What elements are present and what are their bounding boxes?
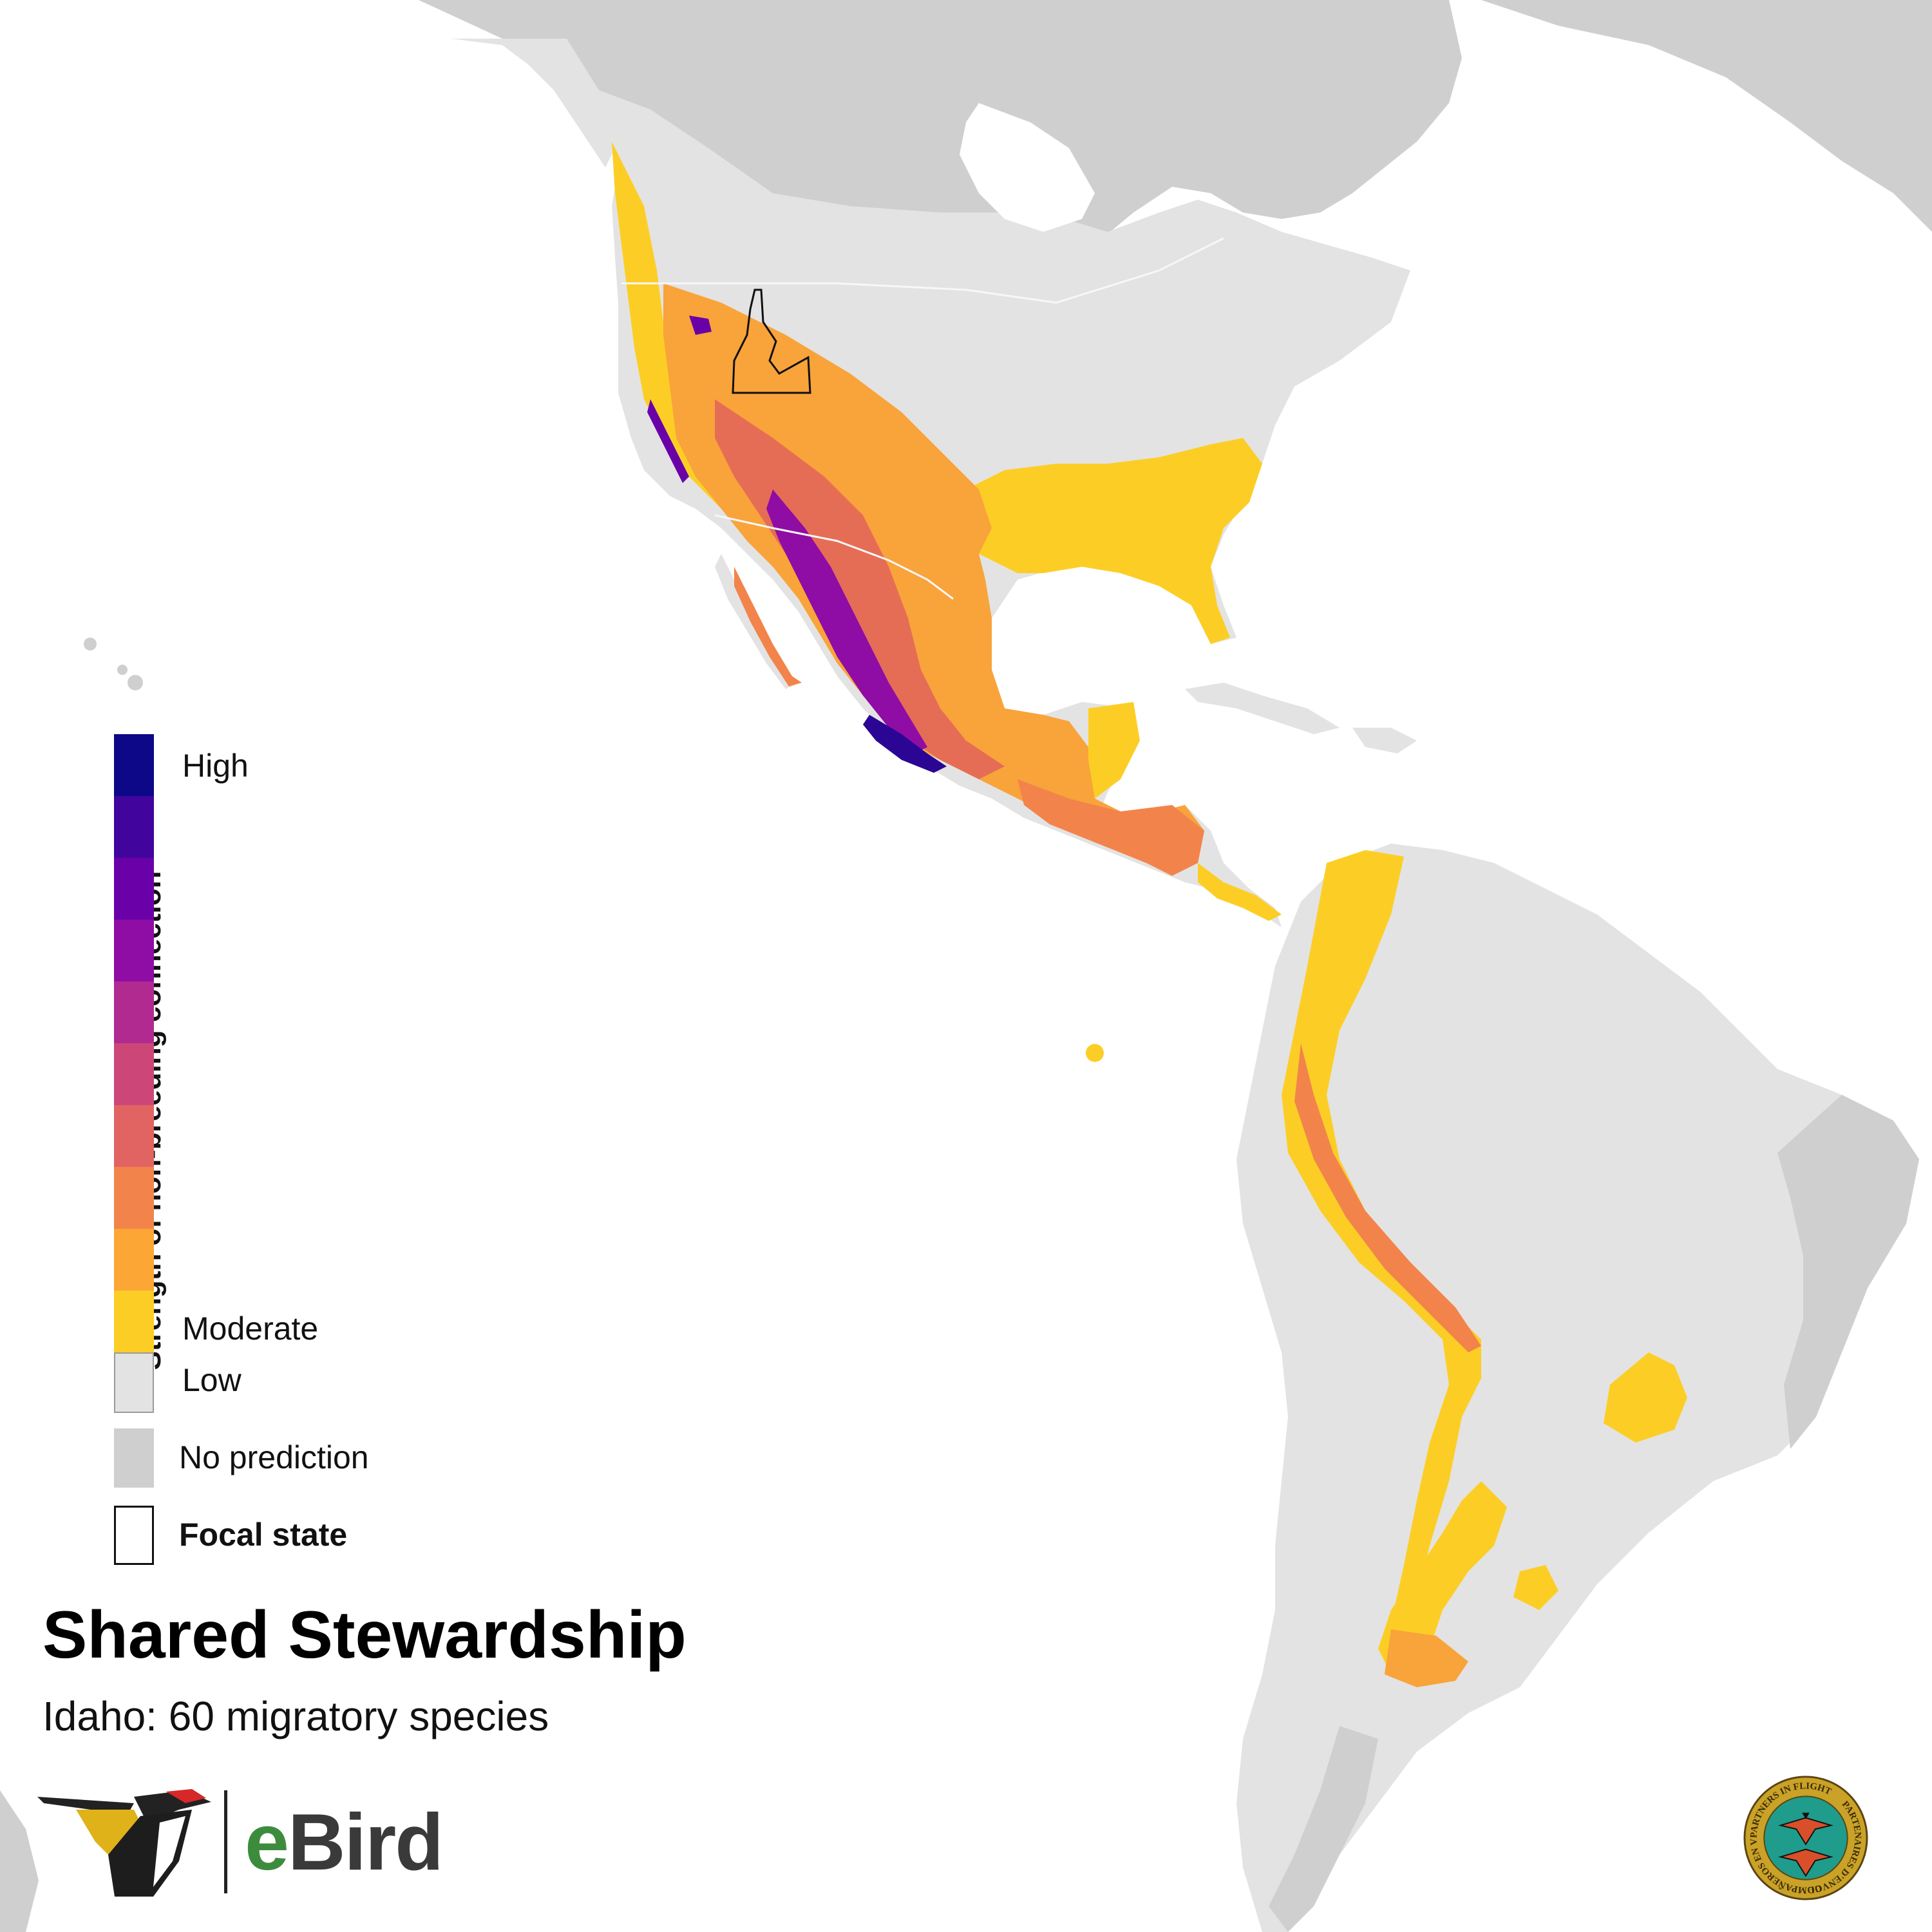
california-purple-region [647, 399, 689, 483]
ebird-wordmark: eBird [245, 1797, 444, 1888]
sierra-madre-purple-region [766, 489, 927, 753]
hawaii-island-1 [84, 638, 97, 650]
greenland-landmass [1481, 0, 1932, 232]
ramp-swatch-6 [114, 1043, 154, 1105]
ebird-wordmark-e: e [245, 1798, 289, 1887]
legend-high-label: High [182, 748, 249, 784]
arctic-canada-landmass [419, 0, 1462, 245]
country-borders [621, 237, 1224, 600]
focal-state-outline-idaho [732, 289, 811, 394]
ramp-swatch-3 [114, 858, 154, 920]
cuba-landmass [1185, 683, 1340, 734]
page-subtitle: Idaho: 60 migratory species [43, 1693, 549, 1739]
us-mexico-border [714, 514, 954, 600]
panama-moderate-region [1198, 863, 1282, 921]
ramp-swatch-9 [114, 1229, 154, 1291]
alaska-landmass [451, 39, 618, 167]
connection-strength-overlay [612, 142, 1687, 1687]
oregon-purple-patch [689, 316, 712, 335]
southwest-mexico-red-region [715, 399, 1005, 779]
hispaniola-landmass [1352, 728, 1417, 753]
ebird-logo [37, 1789, 227, 1897]
pampas-orange-region [1385, 1629, 1468, 1687]
south-left-landmass [0, 1790, 39, 1932]
ebird-logo-divider [224, 1790, 227, 1893]
legend-low-label: Low [182, 1362, 242, 1398]
pampas-moderate-region [1378, 1481, 1507, 1674]
ramp-swatch-5 [114, 981, 154, 1043]
west-mexico-high-region [863, 715, 947, 773]
focal-state-swatch [114, 1506, 154, 1565]
galapagos-island [1086, 1044, 1104, 1062]
east-brazil-no-prediction [1777, 1095, 1919, 1449]
ramp-swatch-8 [114, 1167, 154, 1229]
ramp-swatch-1 [114, 734, 154, 796]
yucatan-moderate-region [1088, 702, 1140, 799]
ramp-swatch-10 [114, 1291, 154, 1352]
southern-patagonia-no-prediction [1269, 1726, 1378, 1932]
no-prediction-swatch [114, 1428, 154, 1488]
seal-bird-icons [1778, 1812, 1833, 1877]
western-interior-orange-region [663, 283, 1204, 863]
southern-brazil-east-patch [1513, 1565, 1558, 1610]
legend-moderate-label: Moderate [182, 1311, 319, 1347]
ebird-wordmark-bird: Bird [287, 1798, 444, 1887]
southern-brazil-moderate-region [1604, 1352, 1687, 1443]
legend-color-ramp [114, 734, 154, 1413]
legend-no-prediction-label: No prediction [179, 1439, 369, 1475]
hawaii-island-3 [128, 675, 143, 690]
legend-focal-state-label: Focal state [179, 1517, 348, 1553]
ramp-swatch-2 [114, 796, 154, 858]
hawaii-island-2 [117, 665, 128, 675]
us-canada-border [621, 237, 1224, 304]
hudson-bay [960, 103, 1095, 232]
andes-orange-core [1294, 1043, 1481, 1352]
page-title: Shared Stewardship [43, 1598, 687, 1672]
ramp-swatch-low [114, 1352, 154, 1413]
ebird-bird-icon [37, 1789, 211, 1897]
partners-in-flight-seal: PARTNERS IN FLIGHT PARTENAIRES D'ENVOL C… [1743, 1775, 1868, 1900]
ramp-swatch-7 [114, 1105, 154, 1167]
eastern-us-moderate-region [966, 438, 1262, 644]
ramp-swatch-4 [114, 920, 154, 981]
central-america-orange-region [1018, 779, 1204, 876]
